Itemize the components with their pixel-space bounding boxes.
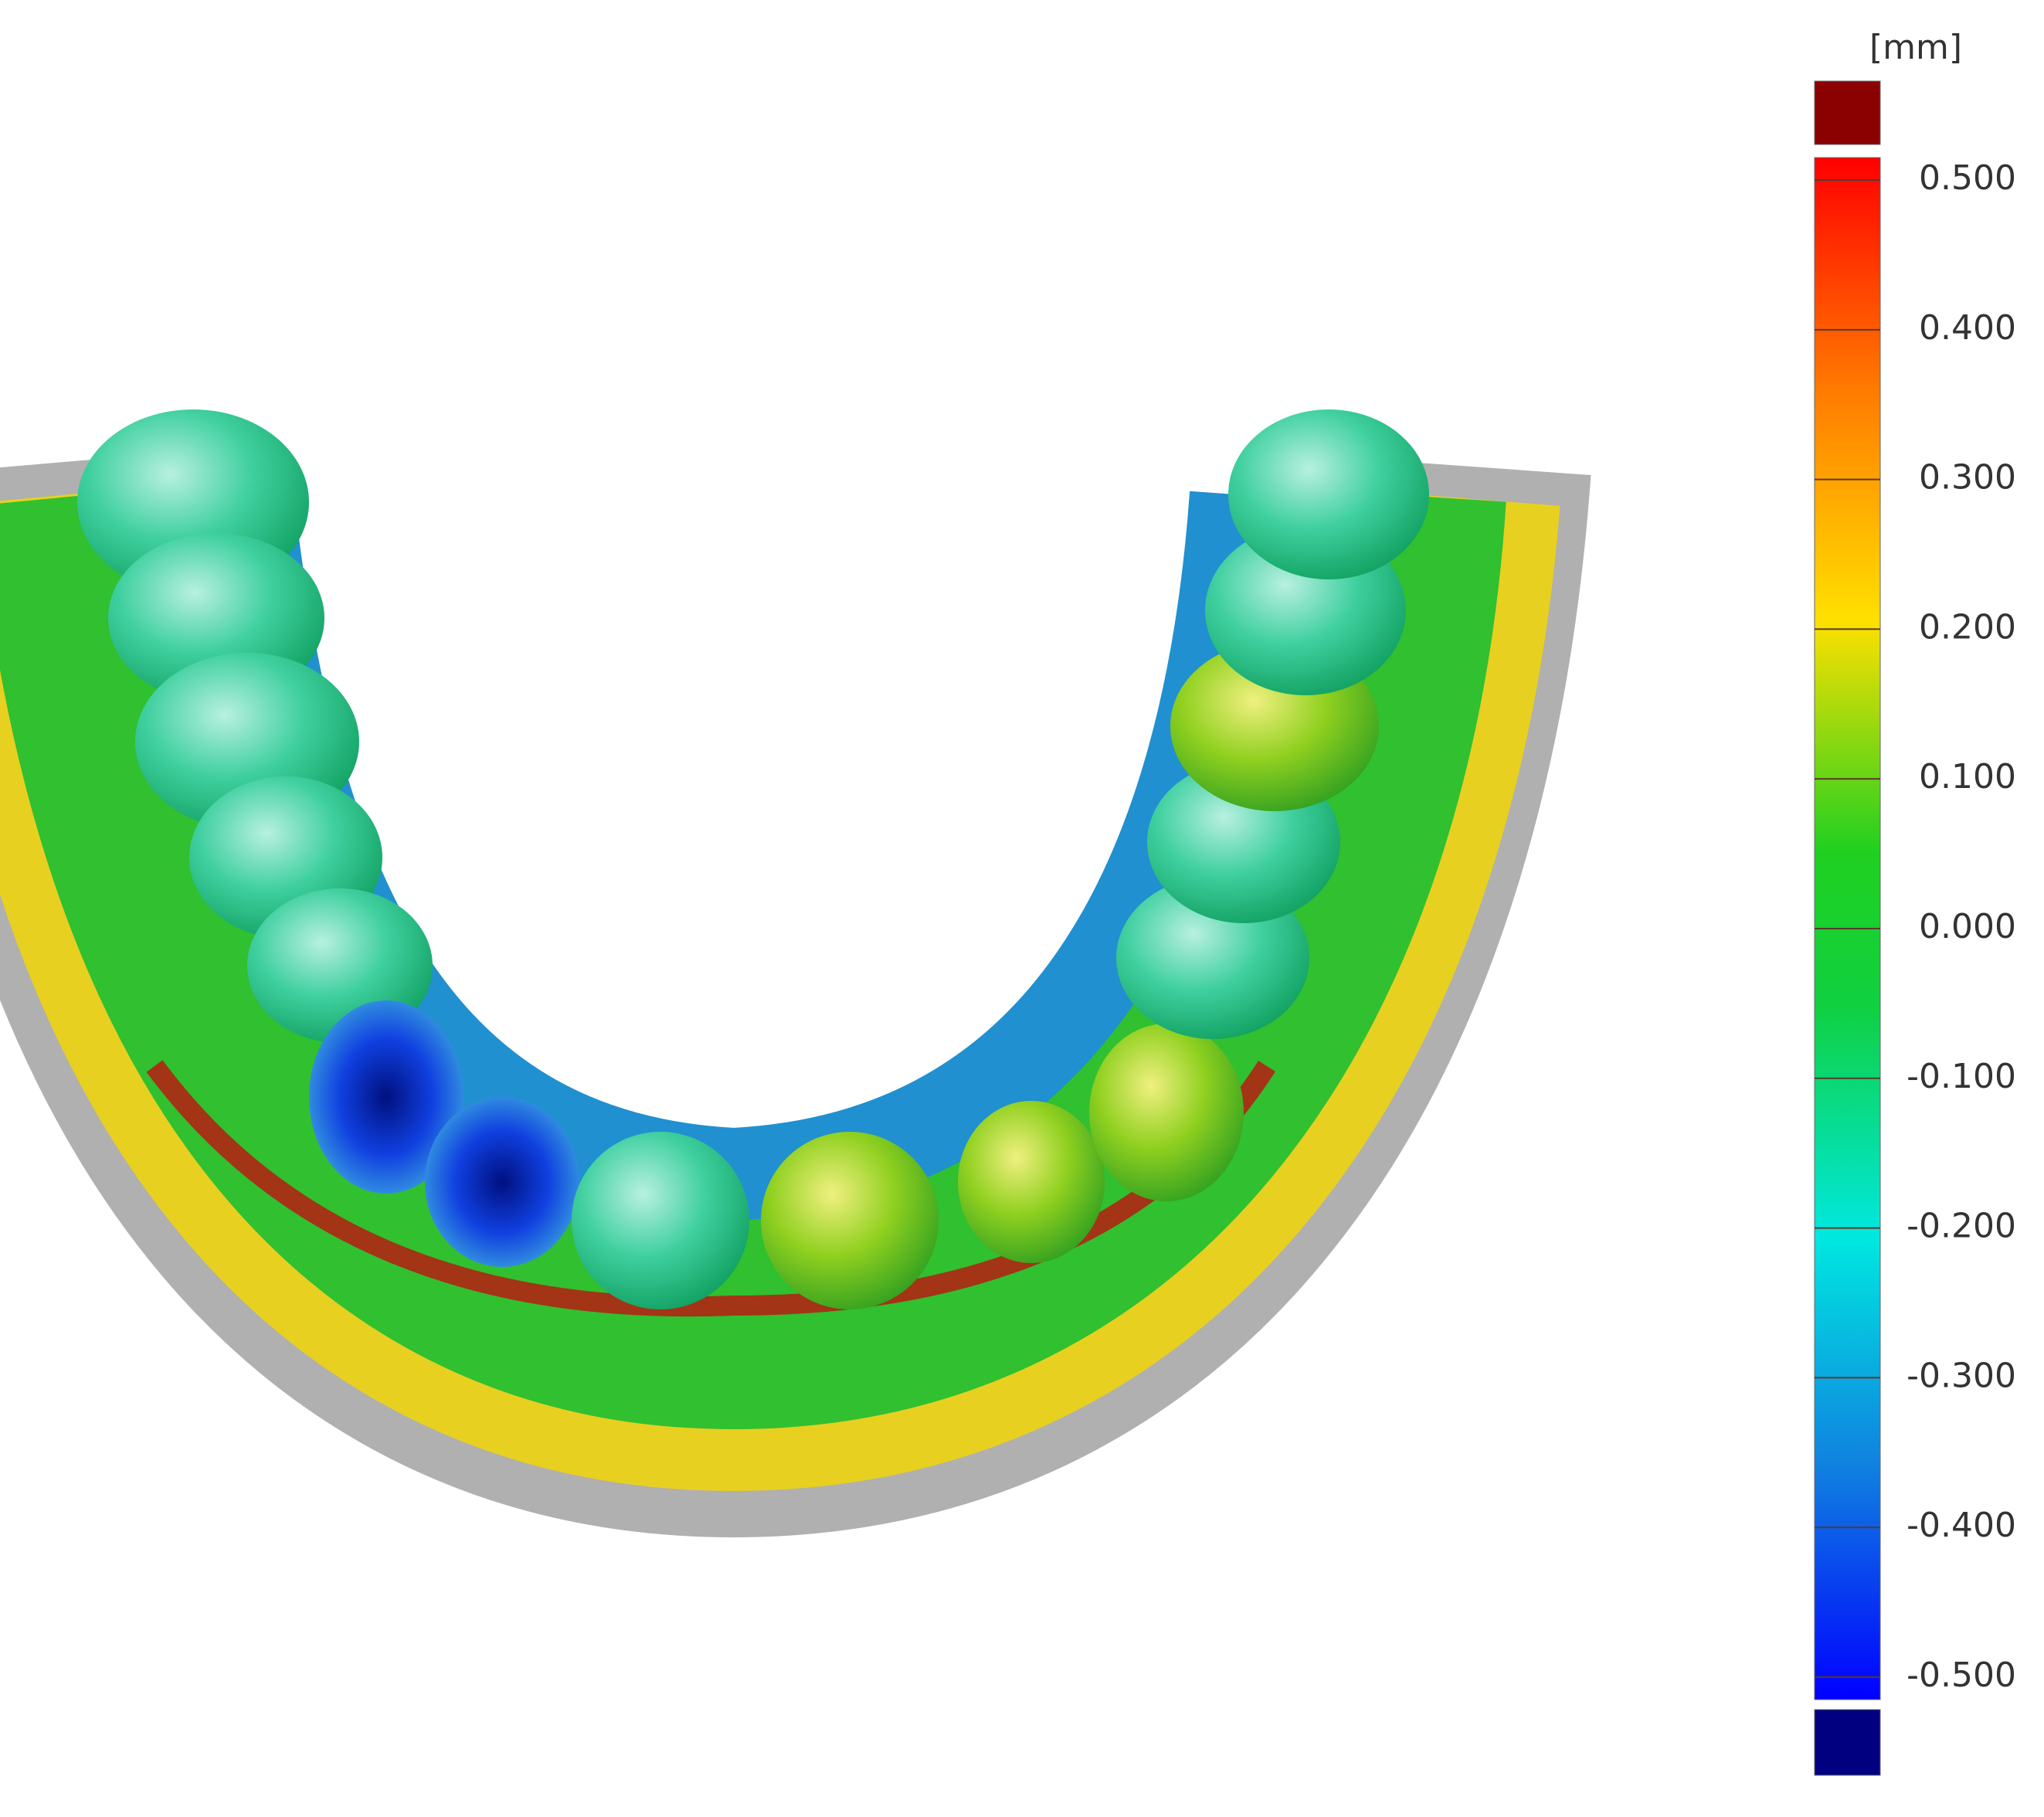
tick-label: 0.000 xyxy=(1919,907,2016,946)
color-scale: [mm] 0.500 0.400 0.300 0.200 0.100 0.000 -0.10… xyxy=(1814,28,2016,1776)
tick-label: -0.400 xyxy=(1906,1506,2016,1545)
tick-label: 0.500 xyxy=(1919,158,2016,198)
tick-label: -0.500 xyxy=(1906,1656,2016,1695)
tick-label: 0.400 xyxy=(1919,308,2016,348)
tick-label: 0.100 xyxy=(1919,757,2016,796)
tick-label: -0.100 xyxy=(1906,1057,2016,1096)
under-range-swatch xyxy=(1814,1709,1881,1776)
tick-label: -0.200 xyxy=(1906,1207,2016,1246)
over-range-swatch xyxy=(1814,80,1881,145)
tick-label: -0.300 xyxy=(1906,1356,2016,1395)
unit-label: [mm] xyxy=(1869,28,1962,67)
tick-label: 0.300 xyxy=(1919,458,2016,498)
tick-label: 0.200 xyxy=(1919,607,2016,647)
dental-arch xyxy=(0,409,1591,1538)
